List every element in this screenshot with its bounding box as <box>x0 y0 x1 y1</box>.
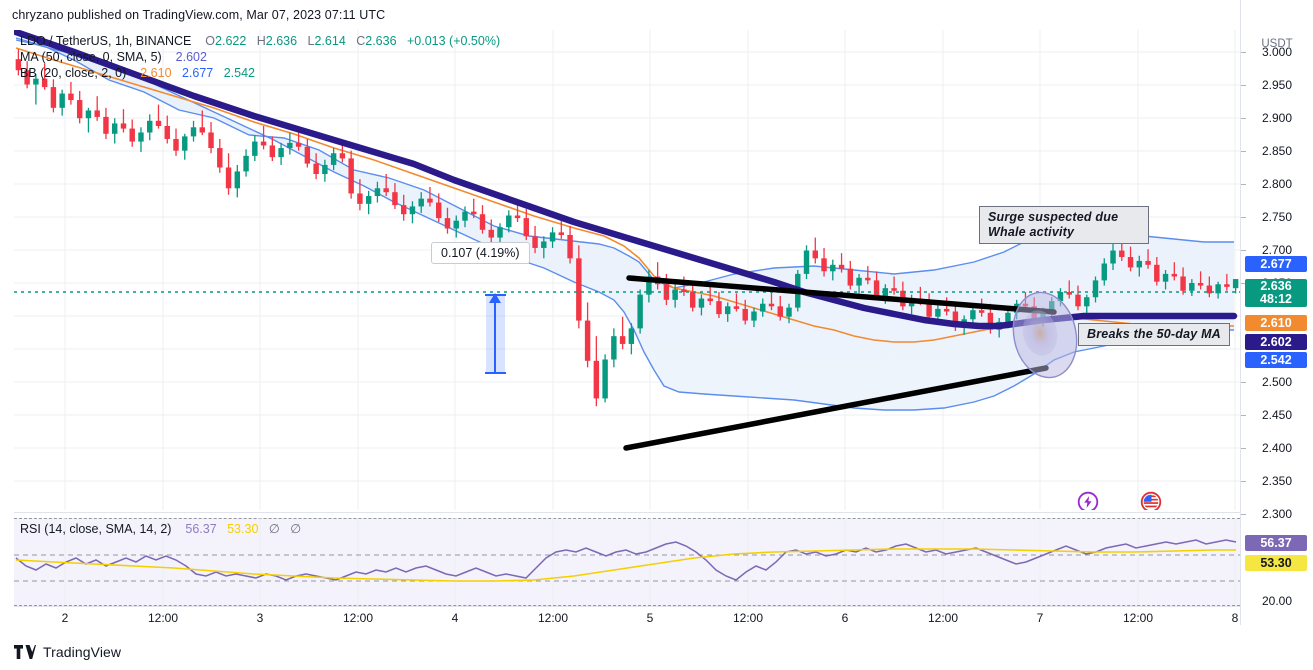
price-axis[interactable]: USDT 3.000 2.950 2.900 2.850 2.800 2.750 2.700… <box>1241 30 1313 610</box>
time-tick: 12:00 <box>927 611 959 625</box>
rsi-line <box>15 539 1237 581</box>
price-tick-dash <box>1241 217 1246 218</box>
price-tick: 2.450 <box>1261 408 1293 422</box>
rsi-badge[interactable]: 56.37 <box>1245 535 1307 551</box>
annotation-breaks-ma[interactable]: Breaks the 50-day MA <box>1078 323 1230 346</box>
time-axis[interactable]: 2 12:00 3 12:00 4 12:00 5 12:00 6 12:00 7 12:00 8 <box>14 608 1240 630</box>
bb-upper-badge[interactable]: 2.677 <box>1245 256 1307 272</box>
last-price-badge[interactable]: 2.636 48:12 <box>1245 279 1307 307</box>
us-flag-event-icon[interactable] <box>1140 491 1162 510</box>
rsi-canvas <box>14 518 1240 606</box>
candlestick-series <box>15 49 1239 407</box>
last-price-badge-countdown: 48:12 <box>1260 292 1292 306</box>
price-tick: 2.950 <box>1261 78 1293 92</box>
time-tick: 12:00 <box>147 611 179 625</box>
price-tick-dash <box>1241 514 1246 515</box>
rsi-tick: 20.00 <box>1261 594 1293 608</box>
time-tick: 2 <box>61 611 69 625</box>
price-tick-dash <box>1241 118 1246 119</box>
panel-separator <box>14 512 1240 513</box>
rsi-panel[interactable] <box>14 518 1240 606</box>
rsi-vertical-gridlines <box>64 518 1236 606</box>
price-tick: 2.300 <box>1261 507 1293 521</box>
time-tick: 6 <box>841 611 849 625</box>
price-axis-unit: USDT <box>1261 38 1293 50</box>
price-tick: 2.500 <box>1261 375 1293 389</box>
support-trendline <box>623 365 1049 451</box>
price-tick-dash <box>1241 184 1246 185</box>
price-tick-dash <box>1241 52 1246 53</box>
time-tick: 7 <box>1036 611 1044 625</box>
price-tick-dash <box>1241 448 1246 449</box>
price-tick: 2.400 <box>1261 441 1293 455</box>
time-tick: 5 <box>646 611 654 625</box>
price-tick: 2.900 <box>1261 111 1293 125</box>
price-tick: 2.700 <box>1261 243 1293 257</box>
publication-line: chryzano published on TradingView.com, M… <box>12 8 386 22</box>
measurement-tool[interactable] <box>485 293 506 374</box>
resistance-trendline <box>626 275 1057 315</box>
price-tick: 2.750 <box>1261 210 1293 224</box>
footer: TradingView <box>14 644 121 660</box>
price-tick-dash <box>1241 481 1246 482</box>
bb-basis-badge[interactable]: 2.610 <box>1245 315 1307 331</box>
price-tick-dash <box>1241 85 1246 86</box>
price-chart-panel[interactable]: Surge suspected due Whale activity Break… <box>14 30 1240 510</box>
price-tick: 2.850 <box>1261 144 1293 158</box>
rsi-sma-badge[interactable]: 53.30 <box>1245 555 1307 571</box>
time-tick: 12:00 <box>342 611 374 625</box>
price-chart-canvas <box>14 30 1240 510</box>
price-axis-separator <box>1240 0 1241 625</box>
ma-badge[interactable]: 2.602 <box>1245 334 1307 350</box>
time-tick: 8 <box>1231 611 1239 625</box>
time-tick: 12:00 <box>537 611 569 625</box>
price-tick-dash <box>1241 382 1246 383</box>
time-tick: 12:00 <box>732 611 764 625</box>
time-tick: 4 <box>451 611 459 625</box>
measurement-label: 0.107 (4.19%) <box>431 242 530 264</box>
price-tick-dash <box>1241 283 1246 284</box>
price-tick: 2.800 <box>1261 177 1293 191</box>
time-tick: 12:00 <box>1122 611 1154 625</box>
ma-50-line <box>14 30 1238 330</box>
time-axis-separator <box>14 606 1240 607</box>
tradingview-brand: TradingView <box>43 644 122 660</box>
tradingview-logo-icon <box>14 644 36 659</box>
price-tick-dash <box>1241 250 1246 251</box>
bb-lower-badge[interactable]: 2.542 <box>1245 352 1307 368</box>
price-tick: 3.000 <box>1261 45 1293 59</box>
price-tick-dash <box>1241 415 1246 416</box>
price-tick-dash <box>1241 151 1246 152</box>
lightning-event-icon[interactable] <box>1077 491 1099 510</box>
annotation-whale-activity[interactable]: Surge suspected due Whale activity <box>979 206 1149 244</box>
time-tick: 3 <box>256 611 264 625</box>
rsi-sma-line <box>15 548 1236 582</box>
highlight-ellipse[interactable] <box>1006 286 1085 383</box>
price-tick: 2.350 <box>1261 474 1293 488</box>
